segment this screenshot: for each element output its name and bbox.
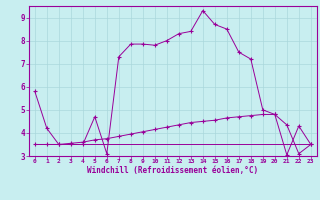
X-axis label: Windchill (Refroidissement éolien,°C): Windchill (Refroidissement éolien,°C) <box>87 166 258 175</box>
